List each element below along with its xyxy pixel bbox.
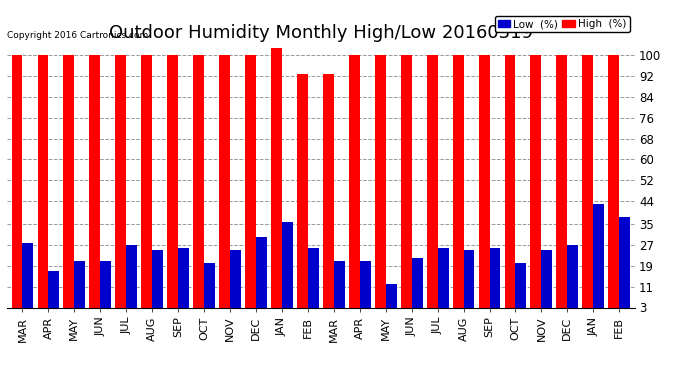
Bar bbox=[437, 248, 448, 308]
Bar bbox=[375, 56, 386, 308]
Bar bbox=[37, 56, 48, 308]
Bar bbox=[219, 56, 230, 308]
Bar bbox=[204, 263, 215, 308]
Bar bbox=[178, 248, 189, 308]
Bar bbox=[256, 237, 267, 308]
Bar bbox=[401, 56, 412, 308]
Bar bbox=[582, 56, 593, 308]
Bar bbox=[542, 251, 552, 308]
Bar bbox=[619, 216, 630, 308]
Bar bbox=[515, 263, 526, 308]
Bar bbox=[193, 56, 204, 308]
Bar bbox=[479, 56, 489, 308]
Bar bbox=[245, 56, 256, 308]
Bar bbox=[230, 251, 241, 308]
Bar bbox=[63, 56, 75, 308]
Bar bbox=[297, 74, 308, 308]
Bar bbox=[489, 248, 500, 308]
Bar bbox=[386, 284, 397, 308]
Text: Copyright 2016 Cartronics.com: Copyright 2016 Cartronics.com bbox=[7, 31, 148, 40]
Bar bbox=[593, 204, 604, 308]
Bar bbox=[426, 56, 437, 308]
Bar bbox=[412, 258, 422, 308]
Bar bbox=[282, 222, 293, 308]
Bar bbox=[334, 261, 345, 308]
Bar bbox=[75, 261, 86, 308]
Bar bbox=[141, 56, 152, 308]
Bar bbox=[48, 271, 59, 308]
Bar bbox=[12, 56, 23, 308]
Bar bbox=[167, 56, 178, 308]
Bar bbox=[567, 245, 578, 308]
Bar bbox=[90, 56, 100, 308]
Bar bbox=[100, 261, 111, 308]
Bar bbox=[23, 243, 33, 308]
Bar bbox=[464, 251, 475, 308]
Bar bbox=[323, 74, 334, 308]
Bar bbox=[556, 56, 567, 308]
Bar bbox=[308, 248, 319, 308]
Bar bbox=[504, 56, 515, 308]
Bar bbox=[359, 261, 371, 308]
Bar bbox=[115, 56, 126, 308]
Bar bbox=[609, 56, 619, 308]
Bar bbox=[531, 56, 542, 308]
Bar bbox=[126, 245, 137, 308]
Bar bbox=[152, 251, 163, 308]
Bar bbox=[349, 56, 359, 308]
Bar bbox=[453, 56, 464, 308]
Legend: Low  (%), High  (%): Low (%), High (%) bbox=[495, 16, 629, 32]
Bar bbox=[271, 48, 282, 308]
Title: Outdoor Humidity Monthly High/Low 20160319: Outdoor Humidity Monthly High/Low 201603… bbox=[109, 24, 533, 42]
